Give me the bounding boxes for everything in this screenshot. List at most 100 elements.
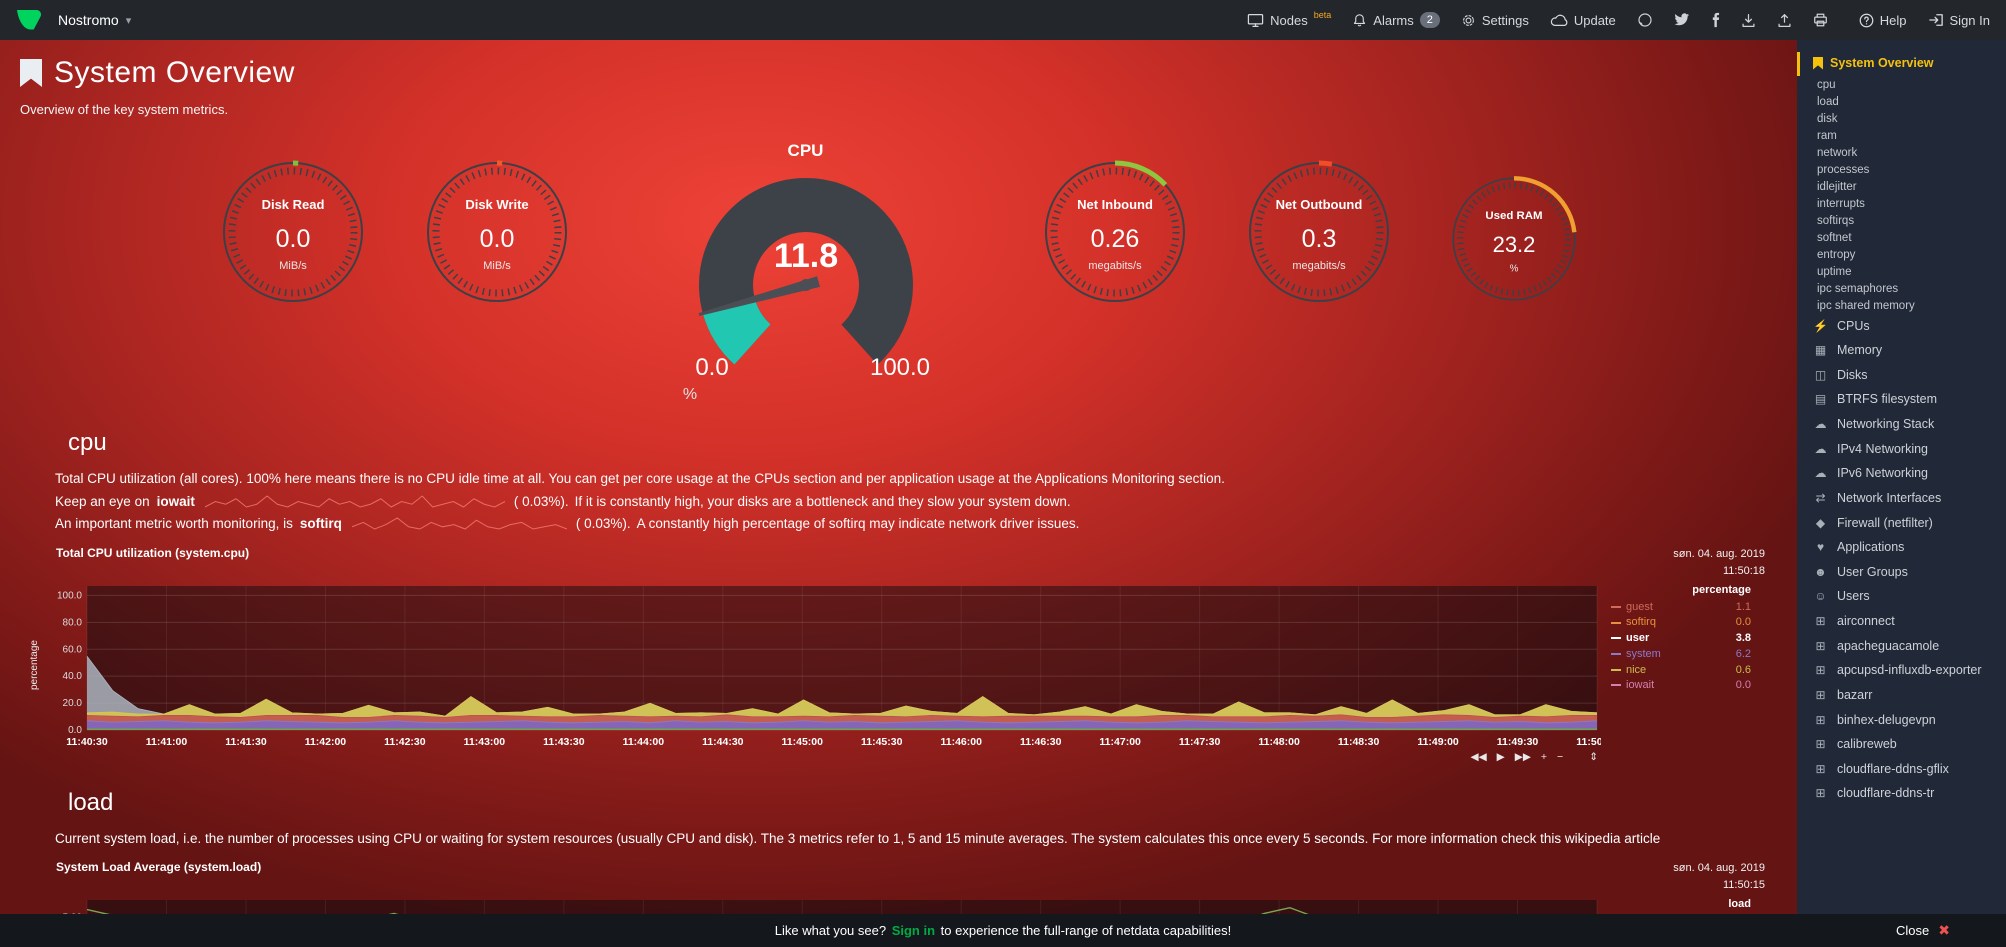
sidebar-item-ipv4-networking[interactable]: ☁ IPv4 Networking: [1797, 437, 2006, 462]
sidebar-item-softirqs[interactable]: softirqs: [1817, 214, 1855, 227]
sidebar-item-system-overview[interactable]: System Overview: [1797, 52, 2006, 76]
svg-text:%: %: [1509, 264, 1518, 275]
user-icon: ☺: [1814, 589, 1827, 604]
sidebar-item-cloudflare-ddns-tr[interactable]: ⊞ cloudflare-ddns-tr: [1797, 782, 2006, 807]
legend-item-user[interactable]: user 3.8: [1611, 632, 1751, 645]
legend-series-name: guest: [1611, 601, 1653, 614]
export-button[interactable]: [1777, 13, 1792, 28]
sidebar-item-apcupsd-influxdb-exporter[interactable]: ⊞ apcupsd-influxdb-exporter: [1797, 659, 2006, 684]
import-button[interactable]: [1741, 13, 1756, 28]
facebook-button[interactable]: [1711, 12, 1720, 28]
help-button[interactable]: Help: [1859, 13, 1907, 28]
sidebar-item-networking-stack[interactable]: ☁ Networking Stack: [1797, 413, 2006, 438]
svg-text:11:40:30: 11:40:30: [66, 736, 108, 748]
gauge-disk-read[interactable]: Disk Read 0.0 MiB/s: [218, 157, 368, 307]
wikipedia-link[interactable]: this wikipedia article: [1540, 830, 1661, 846]
sidebar-item-load[interactable]: load: [1817, 95, 1839, 108]
cpu-section: cpu Total CPU utilization (all cores). 1…: [0, 429, 1797, 763]
sidebar-item-disk[interactable]: disk: [1817, 112, 1838, 125]
legend-item-iowait[interactable]: iowait 0.0: [1611, 679, 1751, 692]
gauge-used-ram[interactable]: Used RAM 23.2%: [1448, 173, 1580, 305]
gauge-cpu[interactable]: CPU 11.8 0.0 100.0%: [626, 141, 986, 403]
sidebar-item-entropy[interactable]: entropy: [1817, 248, 1856, 261]
sidebar-item-firewall-netfilter-[interactable]: ◆ Firewall (netfilter): [1797, 511, 2006, 536]
sidebar-item-users[interactable]: ☺ Users: [1797, 585, 2006, 610]
cpu-desc3-post: A constantly high percentage of softirq …: [636, 516, 1080, 532]
svg-text:80.0: 80.0: [63, 617, 83, 628]
banner-text-pre: Like what you see?: [774, 923, 887, 938]
print-button[interactable]: [1813, 13, 1828, 27]
sidebar-item-cloudflare-ddns-gflix[interactable]: ⊞ cloudflare-ddns-gflix: [1797, 757, 2006, 782]
alarms-button[interactable]: Alarms 2: [1352, 12, 1440, 28]
svg-text:11:41:00: 11:41:00: [146, 736, 188, 748]
sidebar-item-calibreweb[interactable]: ⊞ calibreweb: [1797, 733, 2006, 758]
sidebar-item-uptime[interactable]: uptime: [1817, 265, 1852, 278]
sidebar-item-btrfs-filesystem[interactable]: ▤ BTRFS filesystem: [1797, 388, 2006, 413]
sidebar-item-ram[interactable]: ram: [1817, 129, 1837, 142]
cpu-gauge-title: CPU: [787, 141, 824, 160]
chart-resize-handle[interactable]: ⇕: [1589, 750, 1598, 763]
svg-text:11:48:30: 11:48:30: [1338, 736, 1380, 748]
update-button[interactable]: Update: [1550, 13, 1616, 28]
sidebar-item-interrupts[interactable]: interrupts: [1817, 197, 1865, 210]
sidebar-item-network-interfaces[interactable]: ⇄ Network Interfaces: [1797, 486, 2006, 511]
sidebar-item-ipc-semaphores[interactable]: ipc semaphores: [1817, 282, 1899, 295]
sidebar-item-label: airconnect: [1837, 614, 1895, 628]
sign-in-icon: [1928, 13, 1944, 27]
sidebar-item-airconnect[interactable]: ⊞ airconnect: [1797, 610, 2006, 635]
svg-text:megabits/s: megabits/s: [1292, 260, 1346, 272]
upload-icon: [1777, 13, 1792, 28]
nodes-button[interactable]: Nodes beta: [1247, 10, 1332, 28]
chart-play-button[interactable]: ▶: [1496, 750, 1505, 763]
sidebar-item-network[interactable]: network: [1817, 146, 1858, 159]
sign-in-button[interactable]: Sign In: [1928, 13, 1990, 28]
settings-button[interactable]: Settings: [1461, 13, 1529, 28]
legend-item-softirq[interactable]: softirq 0.0: [1611, 616, 1751, 629]
close-banner-button[interactable]: Close ✖: [1896, 922, 1950, 939]
monitor-icon: [1247, 13, 1264, 28]
beta-badge: beta: [1313, 10, 1332, 20]
svg-text:11:43:00: 11:43:00: [464, 736, 506, 748]
sidebar-item-disks[interactable]: ◫ Disks: [1797, 363, 2006, 388]
chart-zoom-out-button[interactable]: −: [1557, 750, 1564, 763]
sidebar-item-label: calibreweb: [1837, 737, 1897, 752]
sign-in-link[interactable]: Sign in: [891, 923, 936, 938]
bookmark-icon: [20, 59, 42, 87]
sidebar-item-softnet[interactable]: softnet: [1817, 231, 1852, 244]
chart-zoom-in-button[interactable]: +: [1540, 750, 1548, 763]
gauge-disk-write[interactable]: Disk Write 0.0 MiB/s: [422, 157, 572, 307]
legend-item-nice[interactable]: nice 0.6: [1611, 664, 1751, 677]
sidebar-item-memory[interactable]: ▦ Memory: [1797, 339, 2006, 364]
cpu-gauge-canvas[interactable]: 11.8 0.0 100.0%: [626, 163, 986, 403]
chart-forward-button[interactable]: ▶▶: [1514, 750, 1531, 763]
twitter-button[interactable]: [1674, 13, 1690, 27]
legend-item-system[interactable]: system 6.2: [1611, 648, 1751, 661]
svg-text:11:46:00: 11:46:00: [940, 736, 982, 748]
print-icon: [1813, 13, 1828, 27]
node-selector-dropdown[interactable]: Nostromo ▾: [52, 11, 137, 29]
gauge-net-outbound[interactable]: Net Outbound 0.3 megabits/s: [1244, 157, 1394, 307]
legend-series-name: system: [1611, 648, 1661, 661]
sidebar-item-user-groups[interactable]: ☻ User Groups: [1797, 560, 2006, 585]
cpu-chart-datetime: søn. 04. aug. 2019 11:50:18: [1615, 546, 1783, 580]
cpu-chart-plot[interactable]: 11:40:30 11:41:00 11:41:30 11:42:00 11:42:30…: [41, 582, 1601, 748]
sidebar-item-processes[interactable]: processes: [1817, 163, 1870, 176]
sidebar-item-idlejitter[interactable]: idlejitter: [1817, 180, 1857, 193]
sidebar-item-ipc-shared-memory[interactable]: ipc shared memory: [1817, 299, 1915, 312]
github-button[interactable]: [1637, 12, 1653, 28]
sidebar-item-cpu[interactable]: cpu: [1817, 78, 1836, 91]
sidebar-item-applications[interactable]: ♥ Applications: [1797, 536, 2006, 561]
sidebar-item-apacheguacamole[interactable]: ⊞ apacheguacamole: [1797, 634, 2006, 659]
sidebar-item-label: BTRFS filesystem: [1837, 392, 1938, 407]
sidebar-item-bazarr[interactable]: ⊞ bazarr: [1797, 683, 2006, 708]
netdata-logo-icon[interactable]: [16, 8, 42, 32]
sidebar-item-ipv6-networking[interactable]: ☁ IPv6 Networking: [1797, 462, 2006, 487]
sidebar-item-binhex-delugevpn[interactable]: ⊞ binhex-delugevpn: [1797, 708, 2006, 733]
sidebar-sections: ⚡ CPUs ▦ Memory ◫ Disks ▤ BTRFS filesystem ☁ Netw…: [1797, 314, 2006, 807]
legend-item-guest[interactable]: guest 1.1: [1611, 601, 1751, 614]
gauge-net-inbound[interactable]: Net Inbound 0.26 megabits/s: [1040, 157, 1190, 307]
sidebar-item-cpus[interactable]: ⚡ CPUs: [1797, 314, 2006, 339]
chart-backward-button[interactable]: ◀◀: [1470, 750, 1487, 763]
sidebar-item-label: cloudflare-ddns-tr: [1837, 786, 1935, 801]
settings-label: Settings: [1481, 12, 1529, 28]
